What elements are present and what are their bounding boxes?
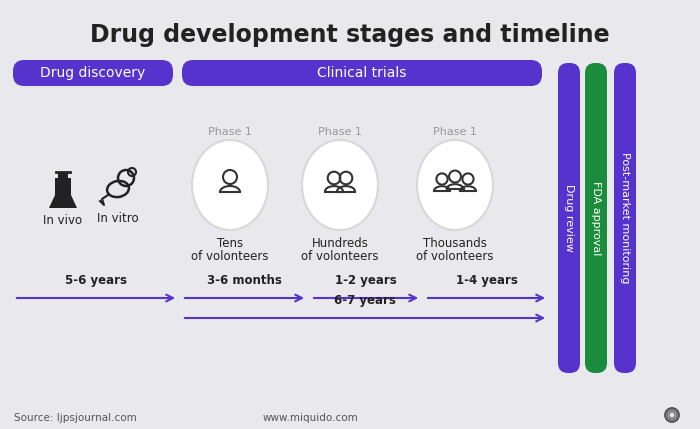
Ellipse shape [302,140,378,230]
Polygon shape [49,178,77,208]
Text: 1-2 years: 1-2 years [335,274,397,287]
Text: Drug development stages and timeline: Drug development stages and timeline [90,23,610,47]
Text: 1-4 years: 1-4 years [456,274,517,287]
Text: Clinical trials: Clinical trials [317,66,407,80]
Text: www.miquido.com: www.miquido.com [262,413,358,423]
Ellipse shape [192,140,268,230]
Text: Post-market monitoring: Post-market monitoring [620,152,630,284]
FancyBboxPatch shape [585,63,607,373]
Text: Phase 1: Phase 1 [208,127,252,137]
Text: In vitro: In vitro [97,211,139,224]
FancyBboxPatch shape [58,172,68,180]
Text: Drug review: Drug review [564,184,574,252]
FancyBboxPatch shape [558,63,580,373]
Text: Thousands: Thousands [423,237,487,250]
FancyBboxPatch shape [13,60,173,86]
Text: of volonteers: of volonteers [301,250,379,263]
Text: Drug discovery: Drug discovery [41,66,146,80]
Text: 3-6 months: 3-6 months [207,274,282,287]
Text: FDA approval: FDA approval [591,181,601,255]
Text: 5-6 years: 5-6 years [65,274,127,287]
Ellipse shape [417,140,493,230]
Text: Tens: Tens [217,237,243,250]
Text: 6-7 years: 6-7 years [334,294,396,307]
Text: of volonteers: of volonteers [416,250,494,263]
Text: Phase 1: Phase 1 [433,127,477,137]
Text: Source: ljpsjournal.com: Source: ljpsjournal.com [14,413,136,423]
FancyBboxPatch shape [182,60,542,86]
FancyBboxPatch shape [614,63,636,373]
Text: In vivo: In vivo [43,214,83,227]
Text: of volonteers: of volonteers [191,250,269,263]
Text: Phase 1: Phase 1 [318,127,362,137]
Text: Hundreds: Hundreds [312,237,368,250]
